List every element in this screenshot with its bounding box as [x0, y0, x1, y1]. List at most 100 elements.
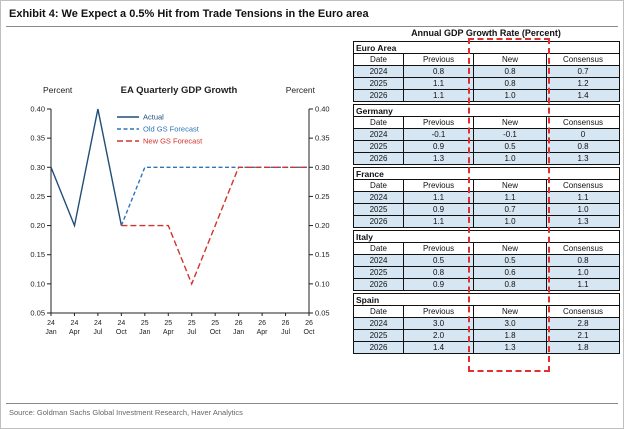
table-cell: 1.4 — [546, 89, 620, 102]
chart-header: Percent EA Quarterly GDP Growth Percent — [7, 85, 349, 101]
table-cell: 0.7 — [473, 203, 547, 216]
column-header: Previous — [403, 116, 474, 129]
section-label: Spain — [352, 293, 621, 306]
table-cell: 2026 — [353, 341, 404, 354]
x-tick-label-month: Jan — [139, 329, 150, 336]
table-cell: 2025 — [353, 203, 404, 216]
table-cell: 2024 — [353, 65, 404, 78]
table-cell: 0.8 — [473, 278, 547, 291]
column-header: Previous — [403, 179, 474, 192]
header-row: Date Previous New Consensus — [353, 242, 621, 255]
series-actual — [50, 108, 123, 229]
x-tick-label-year: 26 — [305, 320, 313, 327]
exhibit-title: Exhibit 4: We Expect a 0.5% Hit from Tra… — [9, 8, 369, 20]
x-tick-label-year: 24 — [117, 320, 125, 327]
table-cell: 2024 — [353, 317, 404, 330]
header-row: Date Previous New Consensus — [353, 179, 620, 192]
table-cell: 1.0 — [545, 266, 621, 279]
table-cell: 1.0 — [546, 203, 620, 216]
gdp-table-italy: Italy Date Previous New Consensus 2024 0.5 0.5 0… — [352, 230, 621, 291]
table-cell: 1.1 — [403, 89, 474, 102]
x-tick-label-month: Oct — [116, 329, 127, 336]
table-row: 2025 2.0 1.8 2.1 — [353, 329, 621, 342]
source-note: Source: Goldman Sachs Global Investment … — [9, 408, 243, 417]
section-label: Germany — [352, 104, 621, 117]
x-tick-label-month: Apr — [163, 329, 175, 336]
table-cell: 3.0 — [473, 317, 547, 330]
y-tick-label: 0.25 — [315, 192, 330, 201]
table-cell: 1.8 — [545, 341, 621, 354]
tables-title: Annual GDP Growth Rate (Percent) — [411, 28, 561, 38]
x-tick-label-month: Jul — [281, 329, 290, 336]
table-cell: 0.5 — [473, 140, 547, 153]
footer-divider — [6, 403, 618, 404]
y-tick-label: 0.40 — [315, 105, 330, 114]
column-header: Date — [353, 179, 404, 192]
column-header: Consensus — [546, 53, 620, 66]
table-cell: 0.8 — [473, 77, 547, 90]
table-cell: -0.1 — [403, 128, 474, 141]
table-cell: 1.1 — [403, 215, 474, 228]
legend-label: Actual — [143, 113, 164, 122]
quarterly-gdp-line-chart: 0.05 0.05 0.10 0.10 0.15 0.15 0.20 0.20 0.25 0.25… — [30, 105, 330, 337]
y-tick-label: 0.10 — [30, 279, 45, 288]
column-header: Date — [353, 53, 404, 66]
table-cell: 0.8 — [545, 254, 621, 267]
column-header: Previous — [403, 242, 474, 255]
x-tick-label-year: 24 — [71, 320, 79, 327]
table-row: 2026 1.1 1.0 1.4 — [353, 89, 620, 102]
y-tick-label: 0.35 — [315, 134, 330, 143]
chart-title: EA Quarterly GDP Growth — [120, 85, 238, 96]
table-cell: 2025 — [353, 329, 404, 342]
table-cell: 2026 — [353, 278, 404, 291]
x-tick-label-month: Jan — [233, 329, 244, 336]
table-cell: 2.1 — [545, 329, 621, 342]
table-cell: 1.3 — [545, 152, 621, 165]
column-header: Date — [353, 116, 404, 129]
section-label: France — [353, 167, 620, 180]
x-tick-label-month: Apr — [69, 329, 81, 336]
x-tick-label-year: 25 — [141, 320, 149, 327]
x-tick-label-month: Apr — [257, 329, 269, 336]
y-tick-label: 0.25 — [30, 192, 45, 201]
table-cell: 2.8 — [545, 317, 621, 330]
x-tick-label-month: Jul — [93, 329, 102, 336]
header-divider — [6, 26, 618, 27]
table-cell: 2026 — [353, 215, 404, 228]
x-tick-label-month: Jul — [187, 329, 196, 336]
x-tick-label-year: 25 — [164, 320, 172, 327]
table-cell: 1.3 — [546, 215, 620, 228]
gdp-table-france: France Date Previous New Consensus 2024 1.1 1.1… — [353, 167, 620, 228]
table-cell: 1.1 — [403, 77, 474, 90]
table-cell: 1.4 — [403, 341, 474, 354]
table-cell: 2025 — [353, 77, 404, 90]
table-cell: 1.1 — [546, 191, 620, 204]
y-tick-label: 0.30 — [30, 163, 45, 172]
y-tick-label: 0.35 — [30, 134, 45, 143]
table-cell: 2.0 — [403, 329, 474, 342]
table-cell: 0.8 — [403, 65, 474, 78]
table-cell: 2024 — [353, 254, 404, 267]
gdp-table-spain: Spain Date Previous New Consensus 2024 3.0 3.0 2… — [352, 293, 621, 354]
legend-label: Old GS Forecast — [143, 125, 200, 134]
table-row: 2024 -0.1 -0.1 0 — [353, 128, 621, 141]
column-header: New — [473, 53, 547, 66]
y-tick-label: 0.20 — [315, 221, 330, 230]
x-tick-label-year: 25 — [211, 320, 219, 327]
y-tick-label: 0.05 — [30, 309, 45, 318]
table-cell: 0.6 — [473, 266, 547, 279]
table-cell: 1.1 — [473, 191, 547, 204]
x-tick-label-year: 26 — [235, 320, 243, 327]
header-row: Date Previous New Consensus — [353, 53, 620, 66]
x-tick-label-year: 24 — [94, 320, 102, 327]
tables-container: Euro Area Date Previous New Consensus 2024 0.8… — [352, 38, 621, 372]
table-cell: 2025 — [353, 266, 404, 279]
table-row: 2026 1.1 1.0 1.3 — [353, 215, 620, 228]
x-tick-label-month: Jan — [45, 329, 56, 336]
table-cell: -0.1 — [473, 128, 547, 141]
x-tick-label-year: 25 — [188, 320, 196, 327]
table-row: 2025 0.8 0.6 1.0 — [353, 266, 621, 279]
table-row: 2024 0.8 0.8 0.7 — [353, 65, 620, 78]
column-header: Previous — [403, 305, 474, 318]
header-row: Date Previous New Consensus — [353, 116, 621, 129]
